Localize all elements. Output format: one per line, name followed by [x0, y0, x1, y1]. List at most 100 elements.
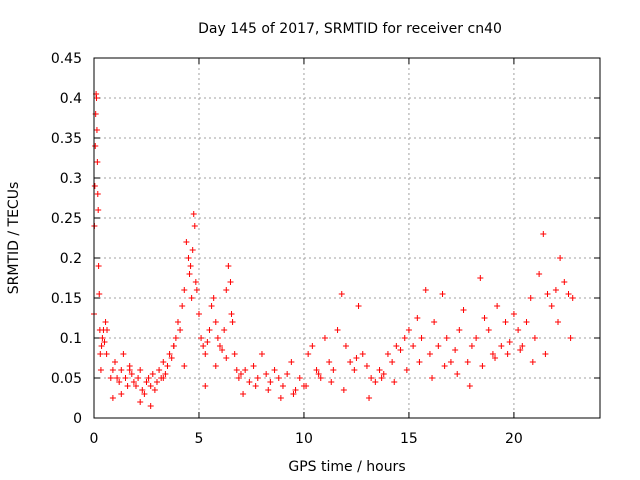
data-point	[384, 351, 391, 357]
data-point	[468, 343, 475, 349]
data-point	[401, 335, 408, 341]
data-point	[202, 351, 209, 357]
data-point	[456, 327, 463, 333]
data-point	[227, 279, 234, 285]
data-point	[359, 351, 366, 357]
data-point	[183, 239, 190, 245]
data-point	[410, 343, 417, 349]
data-point	[498, 343, 505, 349]
data-point	[91, 183, 98, 189]
data-point	[479, 363, 486, 369]
data-point	[120, 351, 127, 357]
data-point	[126, 367, 133, 373]
data-point	[431, 319, 438, 325]
data-point	[531, 335, 538, 341]
data-point	[328, 379, 335, 385]
data-point	[137, 399, 144, 405]
data-point	[389, 359, 396, 365]
data-point	[334, 327, 341, 333]
data-point	[477, 275, 484, 281]
data-point	[223, 287, 230, 293]
data-point	[229, 319, 236, 325]
data-point	[557, 255, 564, 261]
data-point	[145, 375, 152, 381]
data-point	[279, 383, 286, 389]
data-point	[118, 391, 125, 397]
data-point	[143, 379, 150, 385]
data-point	[92, 143, 99, 149]
data-point	[124, 383, 131, 389]
data-point	[561, 279, 568, 285]
data-point	[192, 279, 199, 285]
data-point	[271, 367, 278, 373]
data-point	[137, 367, 144, 373]
data-point	[441, 363, 448, 369]
data-point	[189, 247, 196, 253]
data-point	[292, 387, 299, 393]
data-point	[548, 303, 555, 309]
data-point	[552, 287, 559, 293]
data-point	[473, 335, 480, 341]
data-point	[250, 363, 257, 369]
data-point	[221, 327, 228, 333]
data-point	[254, 375, 261, 381]
data-point	[202, 383, 209, 389]
data-point	[118, 367, 125, 373]
chart-title: Day 145 of 2017, SRMTID for receiver cn4…	[198, 21, 502, 37]
data-point	[94, 191, 101, 197]
data-point	[492, 355, 499, 361]
data-point	[422, 287, 429, 293]
data-point	[210, 295, 217, 301]
data-point	[111, 359, 118, 365]
data-point	[233, 367, 240, 373]
x-tick-label: 0	[90, 431, 99, 447]
data-point	[368, 375, 375, 381]
data-point	[204, 339, 211, 345]
data-point	[515, 327, 522, 333]
data-point	[460, 307, 467, 313]
data-point	[99, 335, 106, 341]
data-point	[166, 351, 173, 357]
data-point	[443, 335, 450, 341]
data-point	[305, 351, 312, 357]
data-point	[93, 95, 100, 101]
data-point	[174, 319, 181, 325]
data-point	[378, 375, 385, 381]
x-tick-label: 5	[195, 431, 204, 447]
x-axis-label: GPS time / hours	[288, 459, 405, 475]
data-point	[116, 379, 123, 385]
data-point	[141, 391, 148, 397]
plot-frame	[93, 57, 601, 419]
data-point	[542, 351, 549, 357]
data-point	[246, 379, 253, 385]
data-point	[198, 335, 205, 341]
data-point	[156, 367, 163, 373]
data-point	[172, 335, 179, 341]
data-point	[502, 319, 509, 325]
data-point	[397, 347, 404, 353]
data-point	[228, 311, 235, 317]
y-tick-label: 0.35	[51, 131, 82, 147]
data-point	[391, 379, 398, 385]
data-point	[265, 387, 272, 393]
data-point	[353, 355, 360, 361]
data-point	[212, 319, 219, 325]
data-point	[135, 375, 142, 381]
data-point	[504, 351, 511, 357]
data-point	[95, 207, 102, 213]
data-point	[109, 395, 116, 401]
data-point	[235, 375, 242, 381]
data-point	[240, 391, 247, 397]
y-tick-label: 0.15	[51, 291, 82, 307]
data-point	[160, 375, 167, 381]
data-point	[149, 371, 156, 377]
data-point	[252, 383, 259, 389]
data-point	[464, 359, 471, 365]
data-point	[403, 367, 410, 373]
data-point	[101, 339, 108, 345]
data-point	[188, 295, 195, 301]
data-point	[263, 371, 270, 377]
x-tick-label: 20	[505, 431, 523, 447]
data-point	[296, 375, 303, 381]
